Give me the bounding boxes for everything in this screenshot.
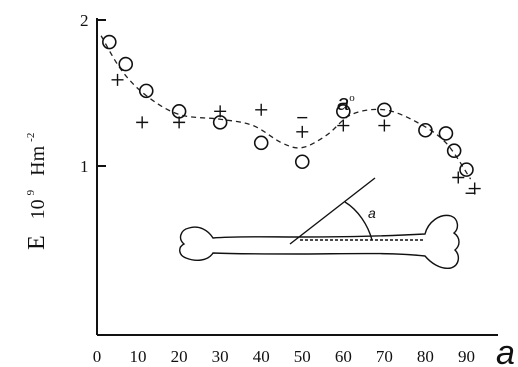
bone-outline <box>179 214 460 270</box>
ylabel-exp-sup: 9 <box>25 189 37 195</box>
point-circle-0 <box>102 34 117 50</box>
x-tick-label-10: 10 <box>130 347 147 366</box>
y-tick-label-2: 2 <box>80 11 89 30</box>
x-tick-label-60: 60 <box>335 347 352 366</box>
point-plus-1 <box>136 116 149 129</box>
y-axis-label: E 10 9 Hm -2 <box>21 133 50 250</box>
point-circle-11 <box>446 143 462 159</box>
point-plus-6 <box>337 119 350 132</box>
svg-text:E 10 9 Hm: E 10 9 Hm -2 <box>21 133 50 250</box>
x-tick-labels: 0 10 20 30 40 50 60 70 80 90 <box>93 347 475 366</box>
trend-line <box>100 35 472 180</box>
x-tick-label-70: 70 <box>376 347 393 366</box>
point-circle-7 <box>336 104 351 119</box>
y-tick-label-1: 1 <box>80 157 89 176</box>
point-circle-9 <box>418 122 433 138</box>
ylabel-e: E <box>24 235 50 250</box>
x-tick-label-40: 40 <box>253 347 270 366</box>
angle-label: a <box>368 205 376 221</box>
point-circle-12 <box>459 162 474 177</box>
curve-annotation: ao <box>337 90 355 115</box>
point-plus-0 <box>111 73 124 86</box>
bone-inset-diagram <box>179 177 460 270</box>
ylabel-unit: Hm <box>27 145 49 175</box>
x-tick-label-90: 90 <box>458 347 475 366</box>
angle-arc <box>344 201 373 241</box>
x-tick-label-80: 80 <box>417 347 434 366</box>
x-tick-label-20: 20 <box>171 347 188 366</box>
point-circle-5 <box>253 135 269 151</box>
point-plus-3 <box>214 105 227 118</box>
point-circle-2 <box>138 83 154 99</box>
point-circle-1 <box>118 56 134 72</box>
data-points <box>102 34 481 195</box>
point-plus-5 <box>296 125 309 138</box>
point-circle-6 <box>294 154 310 170</box>
point-plus-7 <box>378 119 391 132</box>
ylabel-unit-sup: -2 <box>25 133 37 142</box>
point-circle-8 <box>377 102 392 118</box>
point-plus-4 <box>255 103 268 116</box>
point-plus-8 <box>452 171 465 184</box>
point-plus-2 <box>173 116 186 129</box>
point-plus-9 <box>468 182 481 195</box>
point-circle-3 <box>171 104 187 119</box>
angle-ray <box>289 177 376 245</box>
x-tick-label-0: 0 <box>93 347 102 366</box>
axes <box>96 18 498 336</box>
point-circle-10 <box>438 126 454 141</box>
x-axis-label: a <box>496 334 515 367</box>
ylabel-exp: 10 <box>27 199 49 219</box>
point-circle-4 <box>212 115 228 130</box>
x-tick-label-50: 50 <box>294 347 311 366</box>
x-tick-label-30: 30 <box>212 347 229 366</box>
